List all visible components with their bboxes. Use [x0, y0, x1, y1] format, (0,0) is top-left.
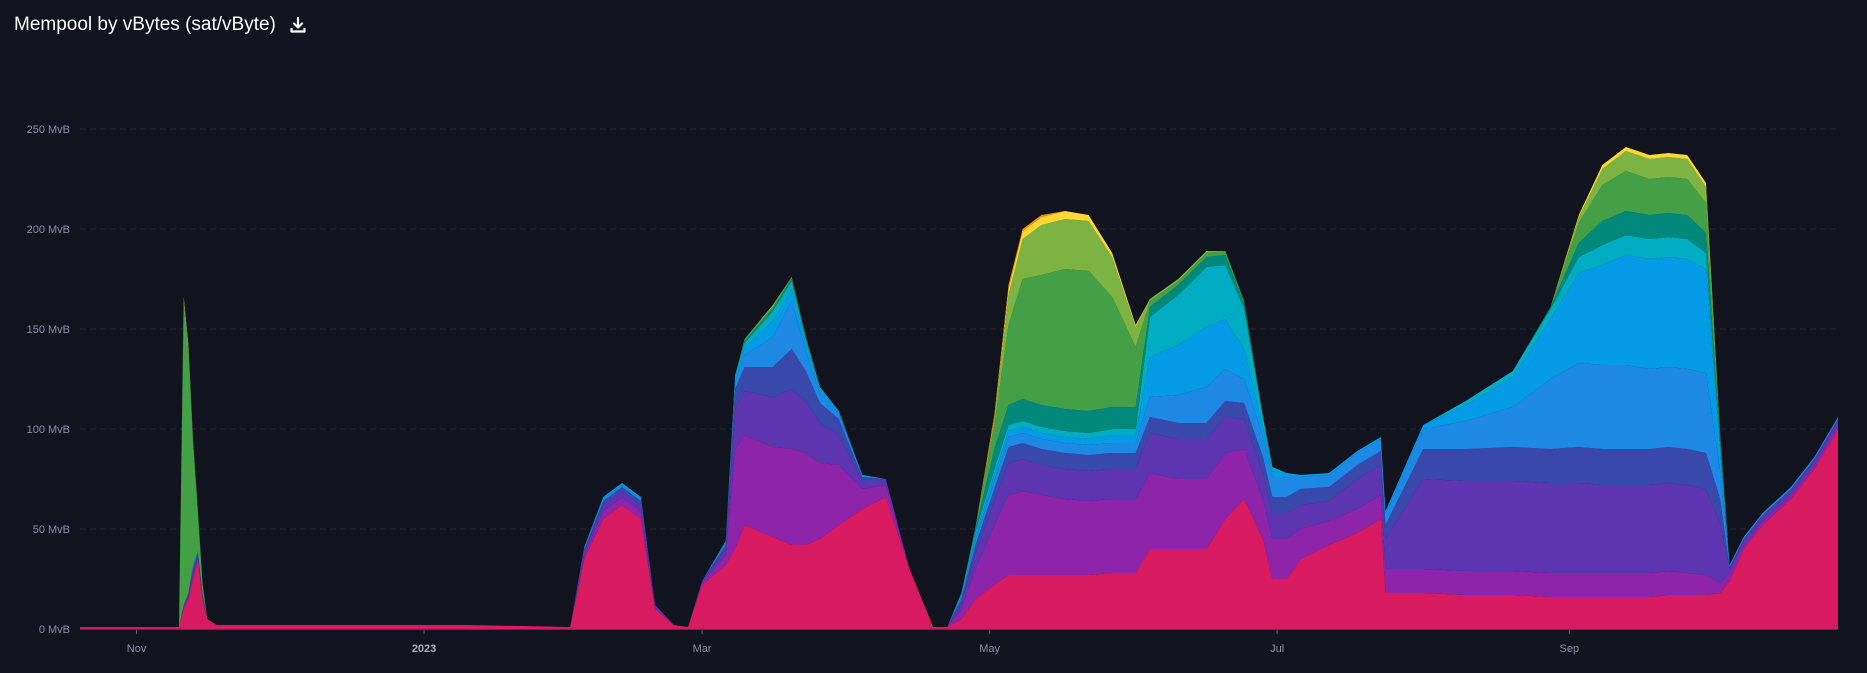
y-tick-label: 50 MvB [33, 524, 70, 536]
download-icon[interactable] [288, 15, 308, 35]
chart-header: Mempool by vBytes (sat/vByte) [14, 14, 308, 36]
axes: 0 MvB 50 MvB 100 MvB 150 MvB 200 MvB 250 MvB N… [27, 124, 1838, 655]
x-tick-label: Nov [127, 643, 147, 655]
x-tick-label: May [979, 643, 1000, 655]
y-tick-label: 250 MvB [27, 124, 70, 136]
area-series-0 [80, 429, 1838, 629]
x-tick-label: Jul [1270, 643, 1284, 655]
y-tick-label: 100 MvB [27, 424, 70, 436]
x-tick-label: 2023 [412, 643, 436, 655]
area-series-2 [80, 389, 1838, 627]
y-tick-label: 0 MvB [39, 624, 70, 636]
x-tick-label: Mar [693, 643, 712, 655]
chart-title: Mempool by vBytes (sat/vByte) [14, 14, 276, 35]
area-series-1 [80, 425, 1838, 627]
area-series-5 [80, 255, 1838, 627]
x-tick-label: Sep [1560, 643, 1580, 655]
area-series [80, 147, 1838, 629]
y-tick-label: 150 MvB [27, 324, 70, 336]
y-tick-label: 200 MvB [27, 224, 70, 236]
